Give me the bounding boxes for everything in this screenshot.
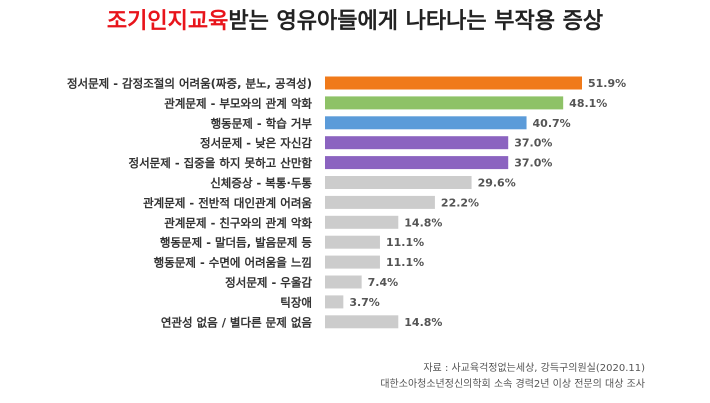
category-label: 행동문제 - 말더듬, 발음문제 등	[160, 236, 313, 250]
bar	[325, 176, 472, 189]
bar	[325, 156, 509, 170]
source-note: 자료 : 사교육걱정없는세상, 강득구의원실(2020.11)	[423, 361, 645, 374]
bar	[325, 195, 435, 209]
value-label: 29.6%	[478, 177, 516, 190]
bar	[325, 116, 527, 130]
source-note: 대한소아청소년정신의학회 소속 경력2년 이상 전문의 대상 조사	[380, 377, 645, 390]
category-label: 관계문제 - 전반적 대인관계 어려움	[143, 196, 312, 210]
value-label: 48.1%	[569, 97, 607, 110]
category-label: 정서문제 - 감정조절의 어려움(짜증, 분노, 공격성)	[67, 77, 312, 91]
category-label: 정서문제 - 집중을 하지 못하고 산만함	[129, 156, 313, 170]
bar	[325, 315, 399, 329]
value-label: 40.7%	[533, 117, 571, 130]
value-label: 3.7%	[349, 296, 380, 309]
bar	[325, 235, 380, 249]
category-label: 관계문제 - 부모와의 관계 악화	[164, 96, 312, 110]
value-label: 22.2%	[441, 196, 479, 209]
value-label: 14.8%	[404, 316, 442, 329]
bar	[325, 76, 582, 90]
value-label: 37.0%	[514, 137, 552, 150]
bar	[325, 96, 564, 110]
value-label: 7.4%	[368, 276, 399, 289]
title-rest: 받는 영유아들에게 나타나는 부작용 증상	[228, 9, 603, 34]
category-label: 행동문제 - 학습 거부	[211, 116, 313, 130]
category-label: 정서문제 - 우울감	[225, 276, 312, 290]
category-label: 행동문제 - 수면에 어려움을 느낌	[154, 256, 312, 270]
value-label: 11.1%	[386, 256, 424, 269]
category-label: 틱장애	[280, 295, 312, 309]
title-highlight: 조기인지교육	[107, 9, 228, 34]
bar	[325, 136, 509, 150]
category-label: 관계문제 - 친구와의 관계 악화	[164, 216, 312, 230]
category-label: 정서문제 - 낮은 자신감	[200, 136, 312, 150]
value-label: 11.1%	[386, 236, 424, 249]
bar	[325, 255, 380, 269]
value-label: 14.8%	[404, 216, 442, 229]
chart-title: 조기인지교육받는 영유아들에게 나타나는 부작용 증상	[107, 9, 603, 34]
category-label: 연관성 없음 / 별다른 문제 없음	[161, 315, 313, 329]
value-label: 37.0%	[514, 157, 552, 170]
bar	[325, 275, 362, 289]
category-label: 신체증상 - 복통·두통	[210, 176, 312, 190]
bar	[325, 295, 344, 309]
bar	[325, 215, 399, 229]
value-label: 51.9%	[588, 77, 626, 90]
